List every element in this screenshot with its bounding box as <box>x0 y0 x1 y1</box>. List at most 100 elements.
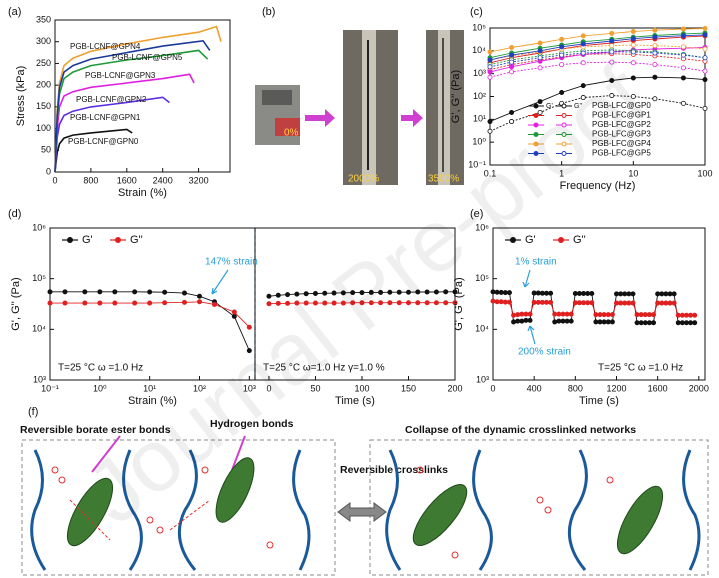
marker <box>646 320 652 326</box>
marker <box>580 83 586 89</box>
marker <box>487 49 493 55</box>
marker <box>609 319 615 325</box>
marker <box>589 290 595 296</box>
marker <box>613 291 619 297</box>
marker <box>630 291 636 297</box>
x-tick-label: 1200 <box>606 383 626 393</box>
legend-marker <box>561 113 567 118</box>
marker <box>509 109 515 115</box>
open-marker <box>580 95 586 101</box>
x-tick-label: 10¹ <box>143 383 156 393</box>
marker <box>564 311 570 317</box>
marker <box>132 300 138 306</box>
marker <box>634 320 640 326</box>
legend-label: G' <box>82 234 93 246</box>
y-tick-label: 250 <box>36 58 51 68</box>
marker <box>671 291 677 297</box>
marker <box>396 300 402 306</box>
marker <box>490 298 496 304</box>
open-marker <box>652 62 658 68</box>
marker <box>231 313 237 319</box>
y-tick-label: 10⁰ <box>472 137 486 147</box>
panel-label: (b) <box>262 6 275 18</box>
marker <box>605 312 611 318</box>
series-line <box>489 51 706 68</box>
series-label: PGB-LCNF@GPN0 <box>68 137 139 146</box>
marker <box>181 299 187 305</box>
x-tick-label: 10 <box>628 168 638 178</box>
x-tick-label: 10³ <box>243 383 256 393</box>
y-tick-label: 100 <box>36 123 51 133</box>
open-marker <box>702 68 708 74</box>
x-tick-label: 0.1 <box>484 168 497 178</box>
marker <box>605 319 611 325</box>
open-marker <box>580 60 586 66</box>
marker <box>424 300 430 306</box>
legend-marker <box>533 103 539 109</box>
marker <box>498 289 504 295</box>
open-marker <box>580 50 586 56</box>
marker <box>424 289 430 295</box>
marker <box>405 289 411 295</box>
open-marker <box>609 59 615 65</box>
marker <box>544 299 550 305</box>
marker <box>642 312 648 318</box>
marker <box>509 64 515 70</box>
marker <box>535 299 541 305</box>
marker <box>387 300 393 306</box>
open-marker <box>630 49 636 55</box>
y-tick-label: 350 <box>36 14 51 24</box>
y-tick-label: 150 <box>36 101 51 111</box>
legend-label: PGB-LFC@GP2 <box>592 120 651 129</box>
marker <box>452 289 458 295</box>
marker <box>597 312 603 318</box>
plot-frame <box>49 227 256 381</box>
marker <box>609 78 615 84</box>
marker <box>494 289 500 295</box>
marker <box>663 291 669 297</box>
marker <box>331 300 337 306</box>
marker <box>415 289 421 295</box>
series-line <box>54 96 170 173</box>
marker <box>246 348 252 354</box>
marker <box>667 300 673 306</box>
x-axis-title: Time (s) <box>579 395 619 407</box>
marker <box>559 89 565 95</box>
marker <box>498 299 504 305</box>
legend-label: G' <box>525 234 536 246</box>
x-tick-label: 1600 <box>117 175 137 185</box>
marker <box>515 318 521 324</box>
marker <box>162 289 168 295</box>
legend-marker <box>561 151 567 156</box>
marker <box>618 291 624 297</box>
x-tick-label: 100 <box>697 168 712 178</box>
open-marker <box>537 65 543 71</box>
open-marker <box>487 128 493 134</box>
open-marker <box>680 100 686 106</box>
legend-header: G' <box>546 103 553 110</box>
marker <box>147 300 153 306</box>
annotation: 200% strain <box>518 347 571 358</box>
marker <box>618 300 624 306</box>
x-tick-label: 100 <box>354 383 369 393</box>
legend-marker <box>533 141 539 147</box>
x-tick-label: 0 <box>52 175 57 185</box>
photo-panel: (b) 0% 2000% 3500% <box>255 6 464 185</box>
marker <box>452 300 458 306</box>
y-tick-label: 10⁻¹ <box>468 159 486 169</box>
series-label: PGB-LCNF@GPN4 <box>70 42 141 51</box>
marker <box>285 292 291 298</box>
marker <box>246 324 252 330</box>
marker <box>519 318 525 324</box>
x-axis-title: Strain (%) <box>128 395 177 407</box>
marker <box>609 30 615 36</box>
marker <box>82 289 88 295</box>
marker <box>679 312 685 318</box>
double-arrow <box>337 502 387 522</box>
series-line <box>54 73 195 173</box>
annotation: 1% strain <box>515 257 557 268</box>
marker <box>487 57 493 63</box>
marker <box>303 300 309 306</box>
marker <box>506 290 512 296</box>
y-tick-label: 10⁵ <box>32 273 46 283</box>
